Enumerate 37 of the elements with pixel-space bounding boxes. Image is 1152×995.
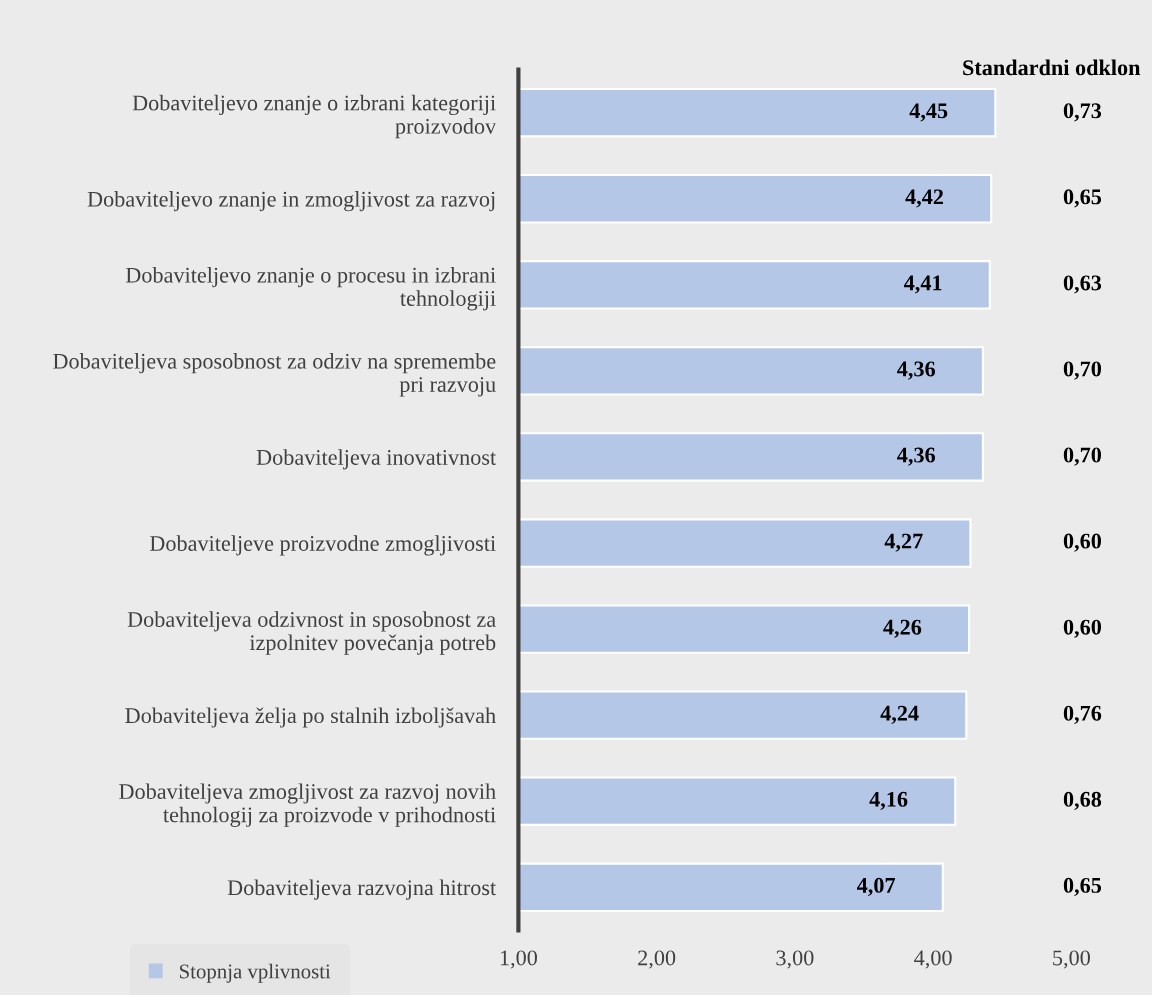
x-tick-label: 2,00 bbox=[638, 950, 676, 969]
annotation: 0,70 bbox=[1063, 361, 1102, 380]
data-label: 4,36 bbox=[897, 447, 936, 466]
x-tick-label: 3,00 bbox=[776, 950, 814, 969]
x-tick-label: 4,00 bbox=[914, 950, 952, 969]
annotation: Standardni odklon bbox=[963, 59, 1141, 76]
annotation: 0,65 bbox=[1063, 189, 1102, 208]
x-tick-label: 5,00 bbox=[1053, 950, 1090, 969]
data-label: 4,45 bbox=[909, 103, 948, 122]
data-label: 4,41 bbox=[903, 275, 942, 294]
data-label: 4,26 bbox=[883, 619, 922, 638]
annotation: 0,73 bbox=[1063, 103, 1102, 122]
y-tick-label: Dobaviteljevo znanje in zmogljivost za razvoj bbox=[87, 191, 495, 212]
y-tick-label: Dobaviteljeva zmogljivost za razvoj novih tehnologij za proizvode v prihodnosti bbox=[119, 783, 496, 827]
data-label: 4,42 bbox=[905, 189, 943, 208]
data-label: 4,16 bbox=[869, 791, 908, 811]
annotation: 0,76 bbox=[1063, 705, 1102, 724]
y-tick-label: Dobaviteljeva želja po stalnih izboljšavah bbox=[125, 707, 496, 728]
data-label: 4,27 bbox=[884, 533, 923, 552]
annotation: 0,68 bbox=[1063, 791, 1102, 811]
data-label: 4,36 bbox=[897, 361, 936, 380]
data-label: 4,07 bbox=[856, 877, 896, 897]
y-tick-label: Dobaviteljevo znanje o izbrani kategoriji proizvodov bbox=[132, 94, 497, 139]
annotation: 0,70 bbox=[1063, 447, 1102, 466]
annotation: 0,65 bbox=[1063, 877, 1102, 897]
y-tick-label: Dobaviteljevo znanje o procesu in izbrani tehnologiji bbox=[125, 267, 496, 311]
y-tick-label: Dobaviteljeva razvojna hitrost bbox=[227, 879, 497, 900]
annotation: 0,60 bbox=[1063, 619, 1102, 638]
annotation: 0,60 bbox=[1063, 533, 1102, 552]
legend-label: Stopnja vplivnosti bbox=[180, 963, 331, 983]
x-tick-label: 1,00 bbox=[500, 950, 537, 969]
data-label: 4,24 bbox=[880, 705, 919, 724]
y-tick-label: Dobaviteljeva sposobnost za odziv na spremembe pri razvoju bbox=[53, 353, 496, 397]
y-tick-label: Dobaviteljeva odzivnost in sposobnost za izpolnitev povečanja potreb bbox=[127, 611, 496, 655]
y-tick-label: Dobaviteljeva inovativnost bbox=[256, 449, 497, 470]
y-tick-label: Dobaviteljeve proizvodne zmogljivosti bbox=[149, 535, 496, 556]
annotation: 0,63 bbox=[1063, 275, 1102, 294]
